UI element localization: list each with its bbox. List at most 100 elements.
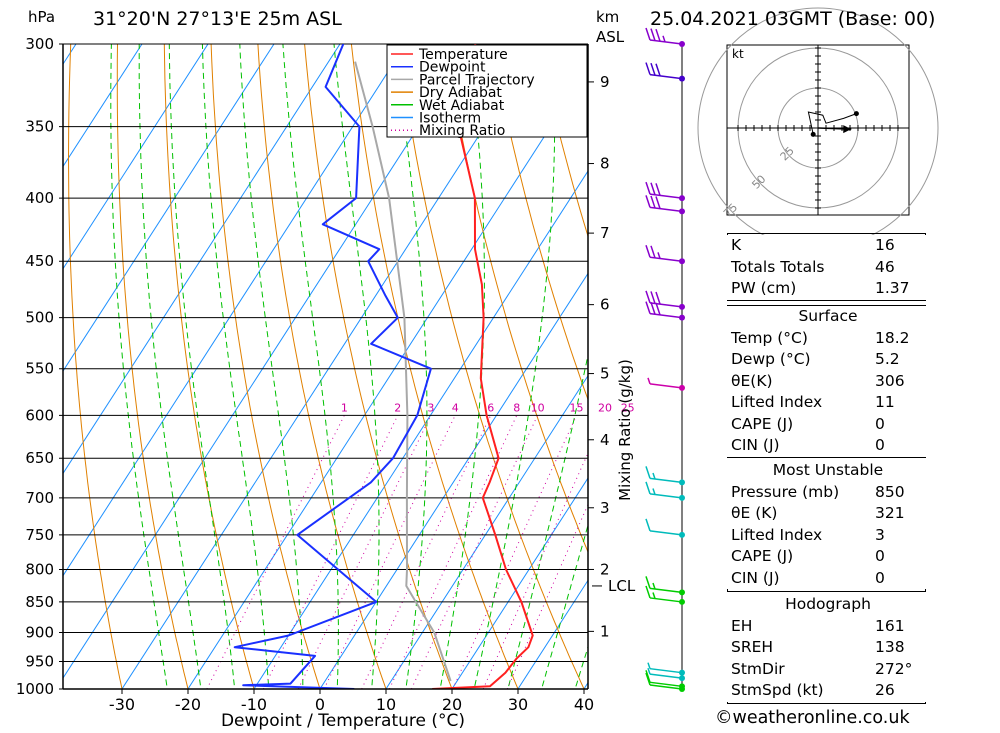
temperature-line (432, 44, 534, 689)
wind-barb-half (657, 252, 661, 259)
wind-barb-shaft (649, 681, 683, 688)
wind-barb (647, 662, 685, 676)
isotherm-line (63, 44, 77, 66)
wind-barb (645, 27, 685, 47)
mixing-ratio-line (410, 415, 539, 689)
mixing-ratio-label: 6 (487, 401, 494, 414)
wind-barb-shaft (649, 493, 683, 499)
surface-title: Surface (798, 307, 858, 325)
storm-motion-arrow (843, 125, 852, 134)
km-tick-label: 8 (600, 155, 610, 173)
mixing-ratio-label: 2 (394, 401, 401, 414)
hodograph-start-point (810, 131, 816, 137)
wind-barb-flag (650, 28, 656, 41)
table-row: CIN (J) 0 (727, 435, 929, 457)
wind-barb-flag (645, 672, 651, 686)
km-tick-label: 7 (600, 224, 610, 242)
wet-adiabat-line (394, 44, 428, 689)
wind-barb (645, 481, 685, 501)
legend-item: Wet Adiabat (419, 98, 505, 114)
table-row: Dewp (°C) 5.2 (727, 349, 929, 371)
surface-label: Lifted Index (731, 393, 823, 411)
table-row: Lifted Index 3 (727, 525, 929, 547)
wind-barb-half (652, 592, 656, 599)
isotherm-line (63, 44, 407, 577)
wind-barb (645, 585, 685, 605)
wind-barb-flag (655, 302, 661, 316)
wind-barb-flag (645, 195, 651, 208)
km-tick-label: 1 (600, 622, 610, 640)
wind-barb (647, 667, 685, 682)
wind-barb (645, 576, 685, 596)
wind-barb (645, 301, 685, 321)
mu-value: 850 (875, 482, 905, 501)
wind-barb (645, 244, 685, 265)
dry-adiabat-line (163, 44, 255, 689)
wind-barb-flag (650, 291, 656, 304)
table-row: PW (cm) 1.37 (727, 278, 929, 300)
hodograph-title: Hodograph (785, 595, 871, 613)
x-tick-label: -30 (109, 695, 135, 714)
wind-barb-flag (645, 518, 651, 532)
wind-barb-half (652, 582, 656, 590)
km-tick-label: 9 (600, 73, 610, 91)
surface-label: θE(K) (731, 371, 773, 390)
pressure-tick-label: 300 (25, 35, 54, 53)
wind-barb-shaft (649, 587, 683, 594)
wind-barb-flag (645, 466, 651, 479)
pressure-tick-label: 450 (25, 252, 54, 270)
mixing-ratio-line (262, 415, 399, 689)
mixing-ratio-label: 3 (427, 401, 434, 414)
index-value: 16 (875, 236, 895, 254)
pressure-tick-label: 700 (25, 489, 54, 507)
surface-table: Surface Temp (°C) 18.2 Dewp (°C) 5.2 θE(K)… (727, 306, 929, 457)
most-unstable-table: Most Unstable Pressure (mb) 850 θE (K) 321… (727, 460, 929, 589)
wind-barb-shaft (649, 256, 683, 262)
wet-adiabat-line (239, 44, 304, 689)
wind-barb-flag (645, 290, 651, 304)
copyright-link[interactable]: ©weatheronline.co.uk (715, 708, 910, 728)
km-tick-label: 6 (600, 296, 610, 314)
wet-adiabat-line (168, 44, 236, 689)
wind-barb (645, 195, 685, 215)
mixing-ratio-label: 4 (452, 401, 459, 414)
mixing-ratio-label: 8 (513, 401, 520, 414)
wind-barb-shaft (649, 477, 683, 484)
dry-adiabat-line (491, 44, 588, 401)
wind-barb-shaft (649, 597, 683, 603)
wind-barb (645, 670, 685, 690)
wet-adiabat-line (541, 523, 588, 689)
wind-barb-half (662, 35, 666, 43)
surface-label: CAPE (J) (731, 414, 794, 433)
mu-label: θE (K) (731, 504, 778, 522)
wet-adiabat-line (138, 44, 202, 689)
hodo-label: SREH (731, 638, 774, 656)
x-tick-label: 20 (442, 695, 462, 714)
wind-barb-shaft (649, 312, 683, 319)
wet-adiabat-line (110, 44, 168, 689)
isotherm-line (0, 0, 7, 715)
pressure-tick-label: 950 (25, 653, 54, 671)
wind-barb-flag (655, 183, 661, 196)
wind-barb (645, 518, 685, 538)
km-tick-label: 3 (600, 499, 610, 517)
table-row: θE(K) 306 (727, 371, 929, 393)
height-ref-label: ASL (596, 28, 625, 46)
wind-barb (645, 181, 685, 202)
mu-value: 321 (875, 504, 905, 522)
table-row: K 16 (727, 235, 929, 257)
chart-axes: 3003504004505005506006507007508008509009… (16, 8, 636, 731)
table-row: Pressure (mb) 850 (727, 482, 929, 504)
x-tick-label: -10 (241, 695, 267, 714)
x-tick-label: 10 (376, 695, 396, 714)
pressure-unit-label: hPa (28, 8, 55, 26)
x-tick-label: 40 (574, 695, 594, 714)
pressure-tick-label: 550 (25, 360, 54, 378)
parcel-trajectory-line (354, 61, 452, 682)
table-row: StmDir 272° (727, 659, 929, 681)
wind-barb-flag (655, 28, 661, 42)
mu-value: 0 (875, 547, 885, 565)
table-row: Temp (°C) 18.2 (727, 328, 929, 350)
mixing-ratio-label: 10 (531, 401, 545, 414)
table-row: θE (K) 321 (727, 503, 929, 525)
